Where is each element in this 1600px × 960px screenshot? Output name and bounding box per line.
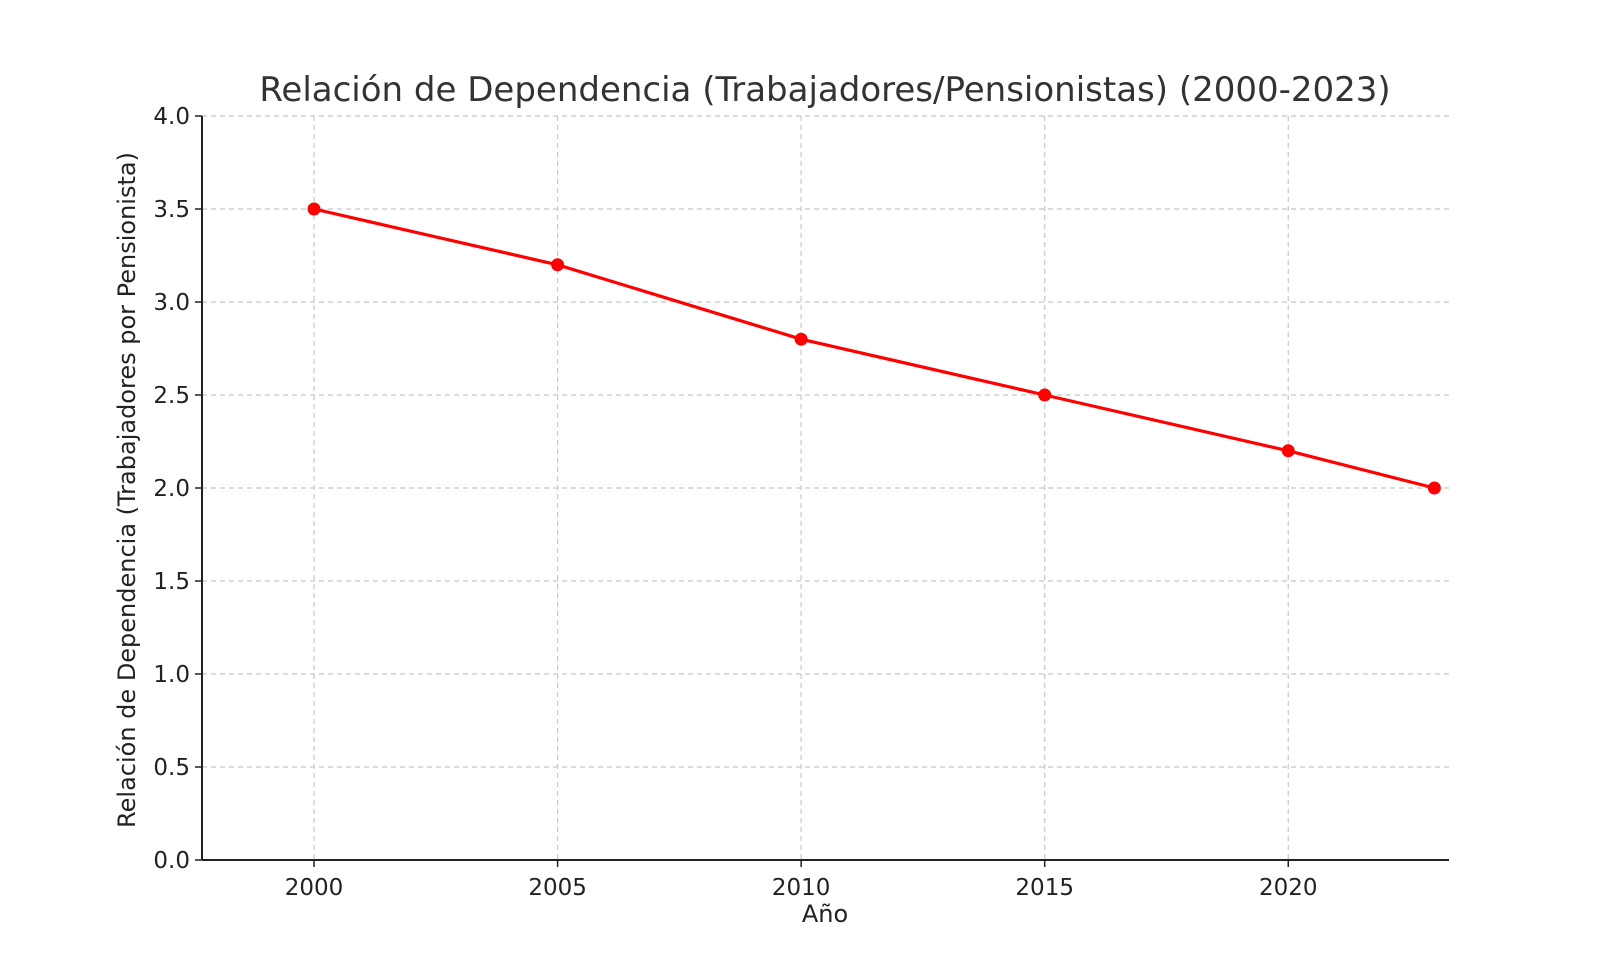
x-tick-label: 2010 xyxy=(772,875,831,901)
series xyxy=(307,202,1441,495)
x-tick-label: 2020 xyxy=(1259,875,1318,901)
data-point xyxy=(551,258,565,272)
series-line xyxy=(312,207,1436,490)
data-point xyxy=(1281,444,1295,458)
chart-title: Relación de Dependencia (Trabajadores/Pe… xyxy=(259,70,1390,110)
data-point xyxy=(1427,481,1441,495)
y-tick-label: 3.5 xyxy=(153,197,190,223)
data-point xyxy=(307,202,321,216)
x-tick-label: 2000 xyxy=(285,875,344,901)
grid xyxy=(202,115,1449,860)
y-axis-label: Relación de Dependencia (Trabajadores po… xyxy=(113,152,141,828)
data-point xyxy=(794,332,808,346)
x-tick-label: 2005 xyxy=(528,875,587,901)
data-point xyxy=(1038,388,1052,402)
y-tick-label: 3.0 xyxy=(153,290,190,316)
y-tick-label: 4.0 xyxy=(153,104,190,130)
y-tick-label: 0.5 xyxy=(153,755,190,781)
y-tick-label: 2.0 xyxy=(153,476,190,502)
x-axis-label: Año xyxy=(802,900,848,928)
x-tick-label: 2015 xyxy=(1015,875,1074,901)
ticks: 0.0 0.5 1.0 1.5 2.0 2.5 3.0 3.5 4.0 2000 2005 2010 2… xyxy=(153,104,1317,901)
y-tick-label: 1.0 xyxy=(153,662,190,688)
y-tick-label: 2.5 xyxy=(153,383,190,409)
y-tick-label: 0.0 xyxy=(153,848,190,874)
y-tick-label: 1.5 xyxy=(153,569,190,595)
